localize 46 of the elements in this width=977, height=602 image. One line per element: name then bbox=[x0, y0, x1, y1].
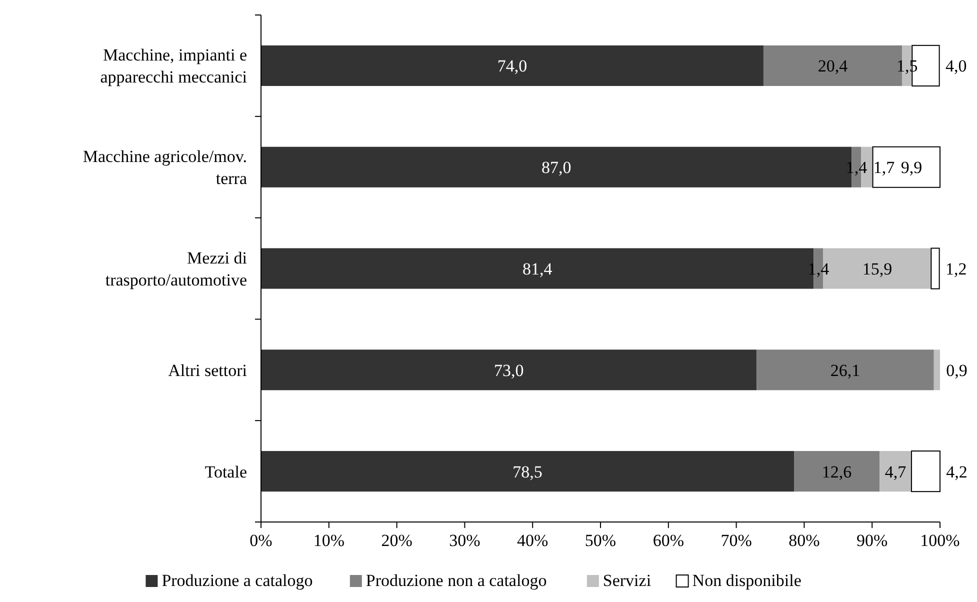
x-tick-label: 0% bbox=[250, 531, 272, 550]
bar bbox=[261, 45, 764, 86]
bar bbox=[910, 450, 940, 492]
data-label: 1,7 bbox=[873, 158, 896, 178]
bar bbox=[880, 451, 912, 492]
bar bbox=[756, 350, 934, 390]
y-tick-label: Totale bbox=[204, 462, 247, 482]
y-tick-label: Mezzi di trasporto/automotive bbox=[105, 248, 248, 290]
y-tick-label: Macchine agricole/mov. terra bbox=[82, 147, 248, 188]
x-tick-label: 50% bbox=[584, 531, 616, 550]
legend-label: Produzione a catalogo bbox=[162, 571, 313, 590]
bar bbox=[930, 248, 940, 290]
data-label: 12,6 bbox=[822, 462, 852, 482]
data-label: 20,4 bbox=[818, 56, 848, 76]
data-label: 0,9 bbox=[946, 360, 968, 380]
x-tick-label: 60% bbox=[652, 531, 684, 550]
data-label: 4,0 bbox=[945, 56, 967, 76]
data-label: 15,9 bbox=[862, 259, 892, 278]
y-tick-label: Altri settori bbox=[168, 360, 248, 380]
legend-label: Servizi bbox=[602, 571, 652, 590]
data-label: 78,5 bbox=[512, 462, 542, 482]
legend-label: Non disponibile bbox=[692, 571, 802, 590]
data-label: 81,4 bbox=[522, 259, 553, 278]
bar bbox=[261, 350, 757, 390]
y-tick-label: Macchine, impianti e apparecchi meccanici bbox=[100, 46, 248, 87]
x-tick-label: 80% bbox=[788, 531, 820, 550]
x-tick-label: 90% bbox=[856, 531, 888, 550]
data-label: 87,0 bbox=[541, 158, 572, 178]
data-label: 74,0 bbox=[497, 56, 528, 76]
x-tick-label: 100% bbox=[920, 531, 960, 550]
data-label: 73,0 bbox=[494, 360, 524, 380]
bar bbox=[794, 451, 880, 492]
legend-label: Produzione non a catalogo bbox=[366, 571, 547, 590]
bar bbox=[934, 350, 940, 390]
data-label: 9,9 bbox=[900, 158, 922, 178]
data-label: 1,2 bbox=[945, 259, 967, 278]
x-tick-label: 40% bbox=[517, 531, 548, 550]
bar bbox=[261, 451, 794, 492]
data-label: 4,2 bbox=[946, 462, 968, 482]
bar bbox=[872, 146, 940, 188]
x-tick-label: 30% bbox=[449, 531, 480, 550]
data-label: 26,1 bbox=[830, 360, 860, 380]
x-tick-label: 70% bbox=[720, 531, 752, 550]
x-tick-label: 20% bbox=[381, 531, 412, 550]
x-tick-label: 10% bbox=[313, 531, 344, 550]
data-label: 4,7 bbox=[884, 462, 907, 482]
